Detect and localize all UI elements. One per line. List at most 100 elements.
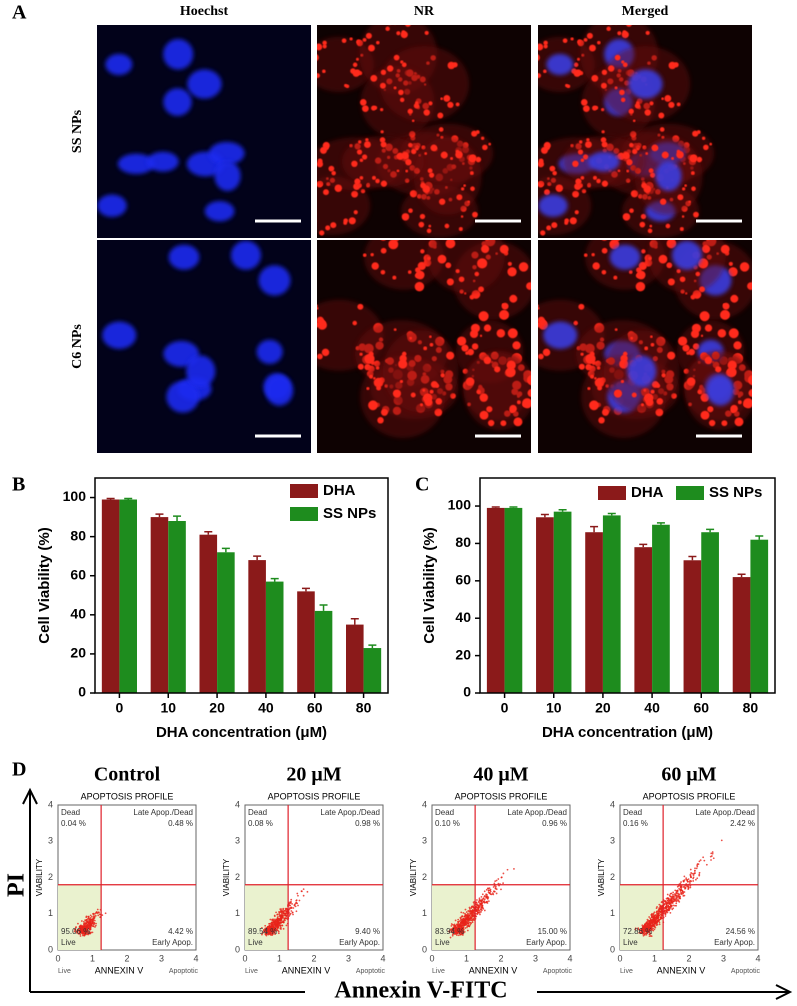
plot-title: 60 μM <box>661 764 716 786</box>
event-dot <box>695 879 697 881</box>
lipid-dot <box>405 159 411 165</box>
lipid-dot <box>430 343 434 347</box>
event-dot <box>274 915 276 917</box>
y-axis-label: Cell Viability (%) <box>421 527 438 643</box>
event-dot <box>481 896 483 898</box>
event-dot <box>682 891 684 893</box>
lipid-dot <box>615 22 618 25</box>
lipid-dot <box>659 255 668 264</box>
event-dot <box>648 916 650 918</box>
lipid-dot <box>639 262 647 270</box>
lipid-dot <box>508 328 518 338</box>
lipid-dot <box>723 303 730 310</box>
event-dot <box>471 905 473 907</box>
event-dot <box>485 902 487 904</box>
event-dot <box>659 911 661 913</box>
event-dot <box>289 908 291 910</box>
event-dot <box>665 901 667 903</box>
event-dot <box>95 923 97 925</box>
event-dot <box>668 909 670 911</box>
error-bar <box>302 588 310 591</box>
legend-swatch <box>598 486 626 500</box>
event-dot <box>656 921 658 923</box>
lipid-dot <box>619 90 625 96</box>
event-dot <box>694 872 696 874</box>
y-tick-label: 60 <box>455 572 471 588</box>
error-bar <box>155 514 163 517</box>
lipid-dot <box>470 171 474 175</box>
lipid-dot <box>467 349 474 356</box>
event-dot <box>688 885 690 887</box>
lipid-dot <box>381 248 387 254</box>
lipid-dot <box>709 143 712 146</box>
lipid-dot <box>702 137 705 140</box>
lipid-dot <box>397 169 400 172</box>
event-dot <box>91 916 93 918</box>
lipid-dot <box>602 270 607 275</box>
lipid-dot <box>387 14 392 19</box>
event-dot <box>89 923 91 925</box>
lipid-dot <box>478 286 484 292</box>
lipid-dot <box>738 400 742 404</box>
quadrant-name: Live <box>248 938 263 947</box>
lipid-dot <box>660 199 666 205</box>
y-tick-label: 1 <box>48 908 53 918</box>
lipid-dot <box>372 176 376 180</box>
lipid-dot <box>619 359 628 368</box>
lipid-dot <box>585 141 592 148</box>
lipid-dot <box>376 366 380 370</box>
lipid-dot <box>697 157 703 163</box>
event-dot <box>484 890 486 892</box>
column-header: Hoechst <box>180 4 229 19</box>
lipid-dot <box>335 184 343 192</box>
lipid-dot <box>655 409 663 417</box>
lipid-dot <box>633 119 636 122</box>
lipid-dot <box>649 101 653 105</box>
quadrant-name: Early Apop. <box>152 938 193 947</box>
lipid-dot <box>424 152 427 155</box>
event-dot <box>710 856 712 858</box>
lipid-dot <box>578 149 583 154</box>
lipid-dot <box>357 304 363 310</box>
event-dot <box>487 902 489 904</box>
bar <box>102 500 120 694</box>
bar <box>151 517 169 693</box>
lipid-dot <box>434 409 442 417</box>
nucleus <box>231 241 261 270</box>
lipid-dot <box>749 389 757 397</box>
micrograph <box>293 14 531 238</box>
x-tick-label: 4 <box>567 953 572 963</box>
event-dot <box>88 916 90 918</box>
event-dot <box>501 877 503 879</box>
quadrant-value: 0.96 % <box>542 819 567 828</box>
event-dot <box>92 920 94 922</box>
lipid-dot <box>700 311 710 321</box>
lipid-dot <box>514 417 523 426</box>
event-dot <box>294 904 296 906</box>
error-bar <box>222 548 230 552</box>
event-dot <box>93 922 95 924</box>
event-dot <box>273 922 275 924</box>
event-dot <box>285 925 287 927</box>
event-dot <box>478 911 480 913</box>
event-dot <box>85 923 87 925</box>
lipid-dot <box>381 142 387 148</box>
y-tick-label: 0 <box>235 944 240 954</box>
event-dot <box>502 882 504 884</box>
micrograph <box>514 14 752 238</box>
event-dot <box>651 917 653 919</box>
lipid-dot <box>380 83 386 89</box>
event-dot <box>95 925 97 927</box>
lipid-dot <box>420 249 424 253</box>
lipid-dot <box>636 101 639 104</box>
lipid-dot <box>439 127 444 132</box>
event-dot <box>296 910 298 912</box>
quadrant-value: 95.06 % <box>61 927 90 936</box>
quadrant-name: Live <box>435 938 450 947</box>
event-dot <box>670 902 672 904</box>
event-dot <box>278 920 280 922</box>
lipid-dot <box>526 282 534 290</box>
lipid-dot <box>422 389 425 392</box>
micrograph <box>97 240 311 453</box>
micrograph <box>295 214 540 453</box>
